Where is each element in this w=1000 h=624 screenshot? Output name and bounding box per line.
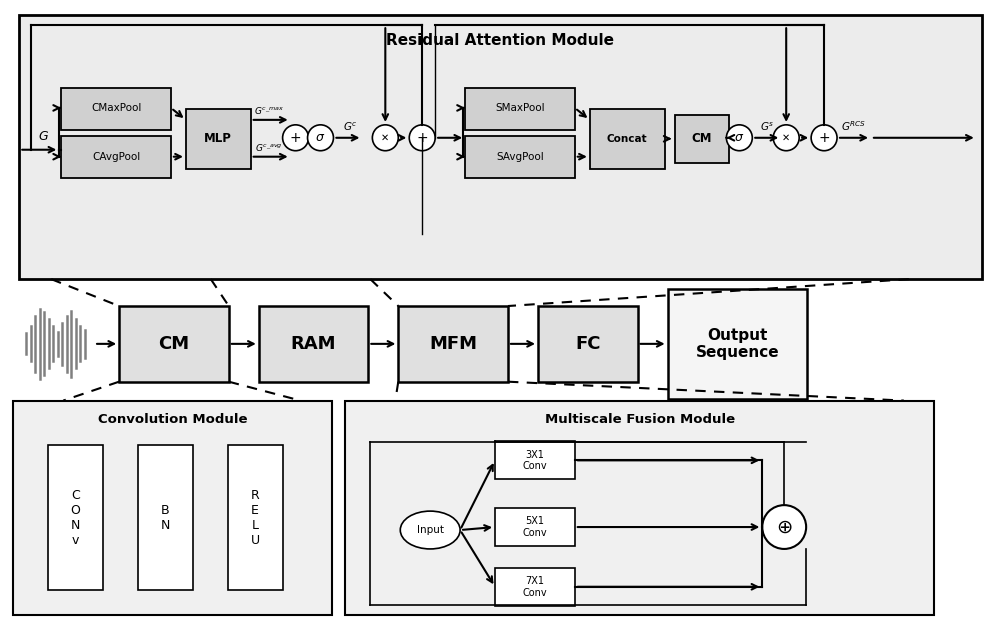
Text: ✕: ✕ [782,133,790,143]
Text: MFM: MFM [429,335,477,353]
FancyBboxPatch shape [465,136,575,178]
Text: $\oplus$: $\oplus$ [776,517,792,537]
Text: $G^c$: $G^c$ [343,120,358,133]
FancyBboxPatch shape [186,109,251,168]
FancyBboxPatch shape [398,306,508,382]
Text: +: + [818,131,830,145]
FancyBboxPatch shape [590,109,665,168]
FancyBboxPatch shape [61,136,171,178]
FancyBboxPatch shape [13,401,332,615]
Text: 3X1
Conv: 3X1 Conv [523,449,547,471]
Text: Convolution Module: Convolution Module [98,412,248,426]
Text: $\sigma$: $\sigma$ [315,131,326,144]
Text: MLP: MLP [204,132,232,145]
FancyBboxPatch shape [538,306,638,382]
Text: $G^s$: $G^s$ [760,120,774,133]
Text: +: + [290,131,301,145]
Text: CAvgPool: CAvgPool [92,152,140,162]
Circle shape [409,125,435,151]
Text: 5X1
Conv: 5X1 Conv [523,516,547,538]
FancyBboxPatch shape [668,289,807,399]
Circle shape [308,125,333,151]
Circle shape [762,505,806,549]
Text: SMaxPool: SMaxPool [495,103,545,113]
Text: $G$: $G$ [38,130,49,143]
Text: Output
Sequence: Output Sequence [696,328,779,360]
Text: $\sigma$: $\sigma$ [734,131,744,144]
Text: Multiscale Fusion Module: Multiscale Fusion Module [545,412,735,426]
FancyBboxPatch shape [61,88,171,130]
Circle shape [283,125,309,151]
Text: +: + [416,131,428,145]
FancyBboxPatch shape [48,446,103,590]
FancyBboxPatch shape [675,115,729,163]
FancyBboxPatch shape [495,508,575,546]
FancyBboxPatch shape [119,306,229,382]
Text: C
O
N
v: C O N v [71,489,81,547]
Text: Residual Attention Module: Residual Attention Module [386,33,614,48]
FancyBboxPatch shape [259,306,368,382]
FancyBboxPatch shape [19,16,982,279]
Text: CM: CM [692,132,712,145]
Circle shape [372,125,398,151]
FancyBboxPatch shape [495,441,575,479]
Text: RAM: RAM [291,335,336,353]
Ellipse shape [400,511,460,549]
Text: B
N: B N [161,504,170,532]
Text: CMaxPool: CMaxPool [91,103,141,113]
Circle shape [811,125,837,151]
FancyBboxPatch shape [138,446,193,590]
Text: SAvgPool: SAvgPool [496,152,544,162]
Circle shape [773,125,799,151]
Text: $G^{c\_max}$: $G^{c\_max}$ [254,105,284,116]
Circle shape [726,125,752,151]
Text: $G^{c\_avg}$: $G^{c\_avg}$ [255,142,282,153]
Text: R
E
L
U: R E L U [251,489,260,547]
FancyBboxPatch shape [228,446,283,590]
Text: Input: Input [417,525,444,535]
Text: Concat: Concat [607,134,647,144]
Text: FC: FC [575,335,601,353]
FancyBboxPatch shape [345,401,934,615]
Text: ✕: ✕ [381,133,389,143]
FancyBboxPatch shape [495,568,575,606]
Text: $G^{RCS}$: $G^{RCS}$ [841,119,867,133]
Text: 7X1
Conv: 7X1 Conv [523,576,547,598]
FancyBboxPatch shape [465,88,575,130]
Text: CM: CM [158,335,189,353]
